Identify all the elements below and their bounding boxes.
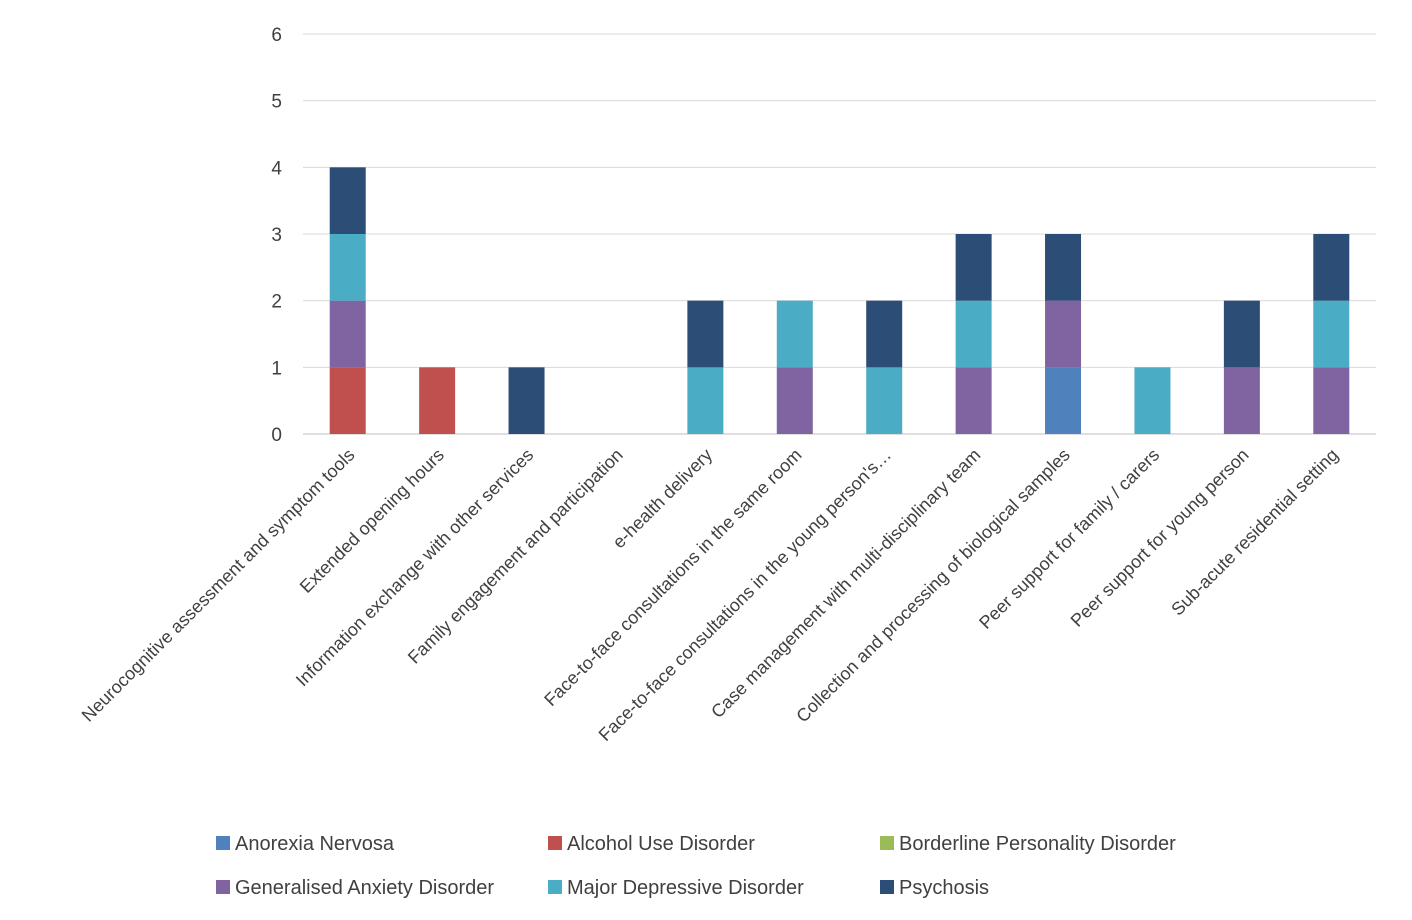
legend-item-major-depressive-disorder: Major Depressive Disorder (548, 877, 804, 899)
bar-generalised-anxiety-disorder-11 (1223, 367, 1260, 434)
legend-label: Psychosis (899, 877, 989, 899)
bar-psychosis-11 (1223, 300, 1260, 368)
bar-generalised-anxiety-disorder-6 (776, 367, 813, 434)
legend-swatch (548, 836, 562, 850)
bar-generalised-anxiety-disorder-8 (955, 367, 992, 434)
bar-major-depressive-disorder-7 (866, 367, 903, 434)
bar-major-depressive-disorder-5 (687, 367, 724, 434)
y-tick-label-6: 6 (271, 25, 282, 46)
bar-psychosis-5 (687, 300, 724, 368)
y-tick-label-0: 0 (271, 425, 282, 446)
legend-swatch (548, 880, 562, 894)
x-tick-label-7: Face-to-face consultations in the young … (595, 445, 895, 745)
x-tick-label-2: Extended opening hours (296, 445, 448, 597)
bar-generalised-anxiety-disorder-1 (329, 300, 366, 368)
legend-label: Major Depressive Disorder (567, 877, 804, 899)
bar-psychosis-3 (508, 367, 545, 434)
legend-swatch (216, 836, 230, 850)
legend-swatch (216, 880, 230, 894)
bar-major-depressive-disorder-12 (1313, 300, 1350, 368)
bar-major-depressive-disorder-10 (1134, 367, 1171, 434)
legend-item-anorexia-nervosa: Anorexia Nervosa (216, 833, 395, 855)
bar-generalised-anxiety-disorder-12 (1313, 367, 1350, 434)
bar-anorexia-nervosa-9 (1045, 367, 1082, 434)
bar-psychosis-12 (1313, 234, 1350, 301)
y-tick-label-2: 2 (271, 292, 282, 313)
bar-psychosis-7 (866, 300, 903, 368)
bar-psychosis-1 (329, 167, 366, 234)
bar-psychosis-8 (955, 234, 992, 301)
bars (329, 167, 1350, 434)
legend-item-generalised-anxiety-disorder: Generalised Anxiety Disorder (216, 877, 494, 899)
bar-major-depressive-disorder-6 (776, 300, 813, 368)
legend-label: Borderline Personality Disorder (899, 833, 1176, 855)
bar-alcohol-use-disorder-2 (419, 367, 456, 434)
y-tick-label-3: 3 (271, 225, 282, 246)
legend-swatch (880, 836, 894, 850)
x-tick-label-11: Peer support for young person (1067, 445, 1253, 631)
x-tick-label-10: Peer support for family / carers (975, 445, 1163, 633)
legend-item-alcohol-use-disorder: Alcohol Use Disorder (548, 833, 755, 855)
legend-label: Alcohol Use Disorder (567, 833, 755, 855)
bar-major-depressive-disorder-8 (955, 300, 992, 368)
y-tick-label-4: 4 (271, 158, 282, 179)
legend-item-borderline-personality-disorder: Borderline Personality Disorder (880, 833, 1176, 855)
bar-major-depressive-disorder-1 (329, 234, 366, 301)
legend-label: Generalised Anxiety Disorder (235, 877, 494, 899)
legend-swatch (880, 880, 894, 894)
legend-label: Anorexia Nervosa (235, 833, 395, 855)
x-tick-label-12: Sub-acute residential setting (1167, 445, 1342, 620)
gridlines (303, 33, 1376, 435)
bar-alcohol-use-disorder-1 (329, 367, 366, 434)
y-tick-label-5: 5 (271, 92, 282, 113)
bar-psychosis-9 (1045, 234, 1082, 301)
legend-item-psychosis: Psychosis (880, 877, 989, 899)
bar-generalised-anxiety-disorder-9 (1045, 300, 1082, 368)
y-tick-label-1: 1 (271, 358, 282, 379)
legend: Anorexia Nervosa Alcohol Use Disorder Bord… (216, 833, 1176, 899)
